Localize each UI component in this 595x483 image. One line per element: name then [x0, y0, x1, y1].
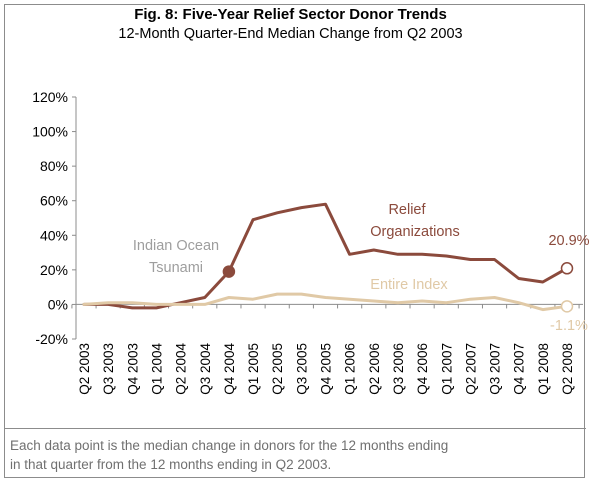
y-tick-label: 60%	[40, 193, 68, 209]
x-tick-label: Q4 2003	[125, 343, 140, 395]
x-tick-label: Q3 2004	[198, 343, 213, 395]
index-end-label: -1.1%	[550, 318, 588, 334]
footnote-divider	[5, 428, 586, 429]
relief-label-line1: Relief	[388, 202, 426, 218]
x-tick-label: Q2 2004	[174, 343, 189, 395]
footnote-line-1: Each data point is the median change in …	[10, 438, 449, 453]
x-tick-label: Q1 2005	[246, 343, 261, 395]
relief-organizations-line	[82, 202, 569, 310]
y-tick-label: -20%	[35, 331, 68, 347]
x-tick-label: Q1 2004	[149, 343, 164, 395]
x-tick-label: Q4 2007	[512, 343, 527, 395]
chart-subtitle: 12-Month Quarter-End Median Change from …	[118, 26, 463, 42]
annotation-layer: Indian Ocean Tsunami Relief Organization…	[133, 202, 590, 334]
tsunami-marker	[222, 265, 236, 278]
entire-index-line	[82, 292, 569, 312]
y-tick-label: 20%	[40, 262, 68, 278]
x-tick-label: Q2 2008	[560, 343, 575, 395]
x-tick-label: Q4 2004	[222, 343, 237, 395]
x-tick-label: Q2 2007	[463, 343, 478, 395]
x-tick-label: Q3 2007	[488, 343, 503, 395]
chart-frame	[4, 4, 585, 478]
index-end-marker	[560, 300, 574, 313]
chart-title: Fig. 8: Five-Year Relief Sector Donor Tr…	[134, 6, 447, 23]
y-tick-label: 100%	[32, 124, 68, 140]
x-tick-label: Q3 2006	[391, 343, 406, 395]
x-tick-label: Q1 2007	[439, 343, 454, 395]
x-tick-label: Q3 2005	[294, 343, 309, 395]
index-series-label: Entire Index	[370, 277, 448, 293]
x-tick-label: Q4 2006	[415, 343, 430, 395]
x-tick-label: Q1 2008	[536, 343, 551, 395]
y-tick-label: 120%	[32, 89, 68, 105]
x-tick-label: Q2 2005	[270, 343, 285, 395]
footnote-line-2: in that quarter from the 12 months endin…	[10, 457, 332, 472]
footnote: Each data point is the median change in …	[10, 436, 580, 474]
relief-label-line2: Organizations	[370, 224, 459, 240]
series-layer	[82, 202, 574, 313]
y-tick-label: 0%	[48, 296, 68, 312]
relief-end-marker	[560, 262, 574, 275]
x-tick-label: Q2 2003	[77, 343, 92, 395]
y-tick-label: 80%	[40, 158, 68, 174]
tsunami-label-line1: Indian Ocean	[133, 238, 219, 254]
relief-end-label: 20.9%	[548, 233, 589, 249]
x-tick-label: Q1 2006	[343, 343, 358, 395]
y-tick-label: 40%	[40, 227, 68, 243]
x-tick-label: Q4 2005	[319, 343, 334, 395]
tsunami-label-line2: Tsunami	[149, 260, 203, 276]
chart-axes: 120% 100% 80% 60% 40% 20% 0% -20% Q2 2003 Q3 2003…	[32, 89, 583, 395]
x-tick-label: Q3 2003	[101, 343, 116, 395]
x-tick-label: Q2 2006	[367, 343, 382, 395]
